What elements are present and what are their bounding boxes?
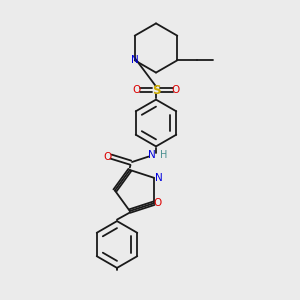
Text: O: O: [132, 85, 141, 95]
Text: S: S: [152, 83, 160, 97]
Text: O: O: [171, 85, 180, 95]
Text: N: N: [148, 150, 155, 160]
Text: N: N: [131, 55, 139, 65]
Text: O: O: [104, 152, 112, 162]
Text: H: H: [160, 150, 167, 160]
Text: O: O: [153, 198, 162, 208]
Text: N: N: [154, 173, 162, 183]
